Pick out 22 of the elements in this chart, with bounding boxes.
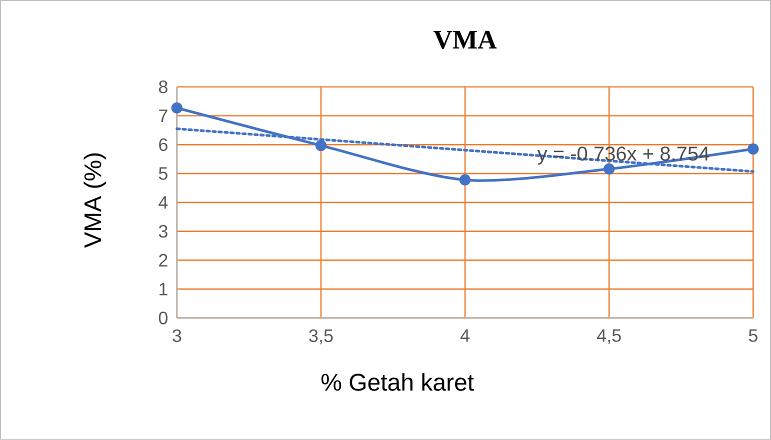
point	[171, 102, 183, 114]
x-tick-label: 4,5	[597, 329, 621, 344]
y-tick-label: 7	[159, 110, 168, 122]
y-tick-label: 5	[158, 167, 168, 180]
x-axis-title: % Getah karet	[321, 373, 474, 391]
point	[315, 140, 327, 152]
x-tick-label: 3,5	[309, 329, 333, 344]
point	[604, 163, 615, 175]
point	[748, 143, 759, 155]
y-tick-label: 8	[158, 80, 168, 94]
y-tick-label: 6	[159, 138, 168, 152]
y-tick-label: 0	[158, 312, 168, 324]
x-tick-label: 4	[460, 329, 470, 342]
chart-title: VMA	[433, 30, 497, 49]
point	[459, 174, 471, 186]
y-tick-label: 1	[160, 282, 168, 296]
x-tick-label: 5	[748, 329, 758, 342]
y-tick-label: 2	[159, 254, 168, 267]
y-tick-label: 3	[158, 225, 168, 238]
x-tick-label: 3	[172, 329, 182, 342]
y-axis-title: VMA (%)	[84, 153, 106, 248]
y-tick-label: 4	[158, 196, 168, 209]
